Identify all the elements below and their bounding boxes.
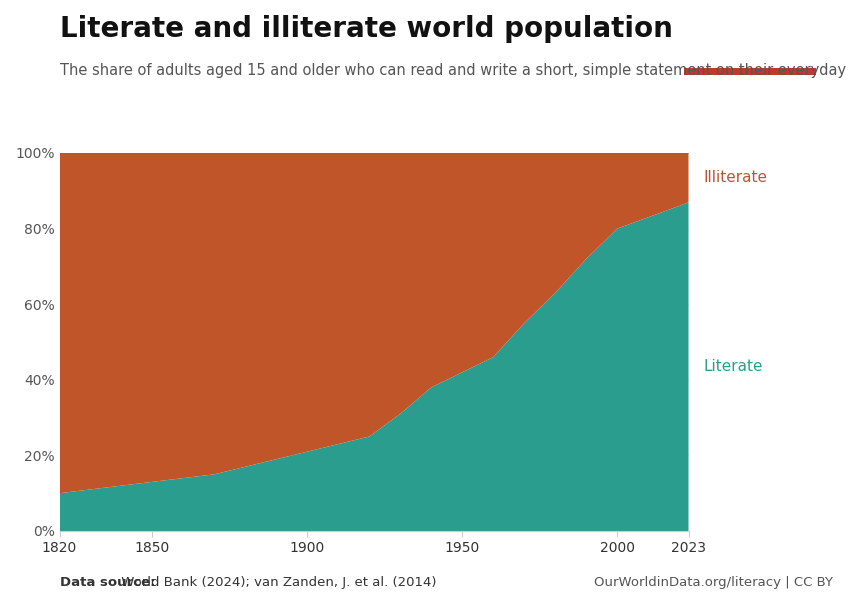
- Text: World Bank (2024); van Zanden, J. et al. (2014): World Bank (2024); van Zanden, J. et al.…: [117, 576, 437, 589]
- Text: The share of adults aged 15 and older who can read and write a short, simple sta: The share of adults aged 15 and older wh…: [60, 63, 850, 78]
- Text: Data source:: Data source:: [60, 576, 155, 589]
- Text: Illiterate: Illiterate: [704, 170, 768, 185]
- Text: in Data: in Data: [728, 50, 773, 60]
- Bar: [684, 68, 816, 75]
- Text: Literate: Literate: [704, 359, 763, 374]
- Text: Our World: Our World: [718, 30, 782, 40]
- Text: Literate and illiterate world population: Literate and illiterate world population: [60, 15, 672, 43]
- Text: OurWorldinData.org/literacy | CC BY: OurWorldinData.org/literacy | CC BY: [594, 576, 833, 589]
